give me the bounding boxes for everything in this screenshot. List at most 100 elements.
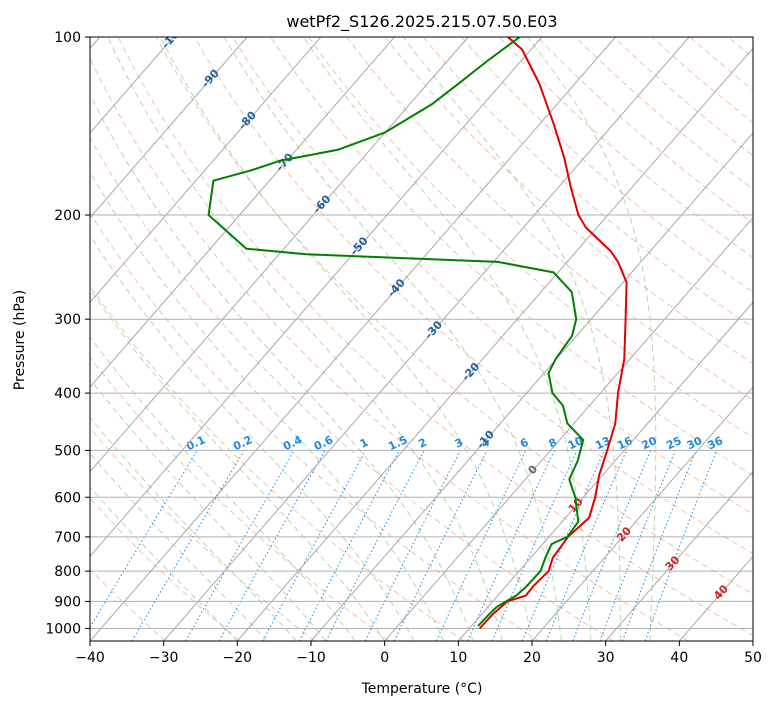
mixing-ratio-label: 1 — [358, 436, 370, 451]
y-tick-label: 200 — [54, 208, 81, 224]
mixing-ratio-label: 3 — [453, 436, 465, 451]
mixing-ratio-label: 30 — [685, 434, 705, 452]
dry-adiabat — [90, 427, 315, 641]
dewpoint-trace — [207, 37, 585, 627]
isotherm-line — [163, 37, 690, 641]
mixing-ratio-line — [90, 450, 198, 629]
isotherm-line — [310, 132, 753, 641]
y-tick-label: 400 — [54, 386, 81, 402]
dry-adiabat — [90, 497, 241, 641]
y-tick-label: 600 — [54, 490, 81, 506]
y-tick-label: 1000 — [45, 621, 81, 637]
isotherm-line — [384, 216, 753, 641]
x-tick-label: 0 — [380, 650, 389, 666]
y-axis-label: Pressure (hPa) — [12, 290, 28, 390]
mixing-ratio-line — [262, 450, 367, 641]
mixing-ratio-label: 25 — [664, 434, 683, 452]
moist-adiabat — [90, 378, 327, 641]
axes: −40 −30 −20 −10 0 10 20 30 40 50 100 200 300 400 500 60… — [45, 30, 762, 666]
dry-adiabat — [193, 37, 753, 555]
moist-adiabat — [90, 486, 238, 641]
isotherm-line — [90, 37, 248, 219]
x-axis-label: Temperature (°C) — [361, 681, 483, 697]
isotherm-line — [90, 37, 395, 388]
moist-adiabat — [90, 288, 386, 641]
plot-area: 0.1 0.2 0.4 0.6 1 1.5 2 3 4 6 8 10 13 16 20 25 30 36-100-… — [90, 37, 753, 641]
moist-adiabat — [90, 93, 474, 641]
dry-adiabat — [575, 37, 753, 190]
x-tick-label: −10 — [296, 650, 326, 666]
moist-adiabat — [402, 37, 621, 641]
y-tick-label: 100 — [54, 30, 81, 46]
dry-adiabat — [90, 356, 390, 641]
mixing-ratio-line — [467, 450, 555, 641]
moist-adiabat — [90, 335, 356, 641]
y-tick-label: 700 — [54, 530, 81, 546]
mixing-ratio-line — [185, 450, 295, 641]
isotherm-line — [678, 555, 753, 641]
dry-adiabat — [90, 212, 540, 641]
y-tick-label: 900 — [54, 594, 81, 610]
mixing-ratio-line — [599, 450, 676, 641]
dry-adiabat — [90, 57, 689, 641]
x-tick-label: −30 — [149, 650, 179, 666]
x-tick-label: −40 — [75, 650, 105, 666]
x-tick-label: 40 — [670, 650, 688, 666]
moist-adiabat — [107, 37, 503, 641]
isotherm-line — [752, 640, 753, 641]
moist-adiabat — [90, 170, 445, 641]
y-tick-label: 500 — [54, 443, 81, 459]
mixing-ratio-line — [644, 450, 718, 641]
isotherm-line — [457, 301, 753, 641]
dry-adiabat — [384, 37, 753, 365]
dry-adiabat — [117, 37, 753, 637]
dry-adiabat — [727, 37, 753, 59]
mixing-ratio-line — [521, 450, 605, 641]
moist-adiabat — [90, 416, 297, 641]
dry-adiabat — [460, 37, 753, 293]
x-tick-label: 30 — [597, 650, 615, 666]
mixing-ratio-label: 16 — [615, 434, 635, 452]
dry-adiabat — [651, 37, 753, 124]
dry-adiabat — [308, 37, 753, 438]
dry-adiabat — [499, 37, 753, 258]
mixing-ratio-line — [393, 450, 488, 641]
mixing-ratio-line — [491, 450, 578, 641]
moist-adiabat — [159, 37, 533, 641]
moist-adiabat — [223, 37, 562, 641]
x-tick-label: −20 — [223, 650, 253, 666]
mixing-ratio-label: 2 — [416, 436, 428, 451]
isotherm-line — [90, 37, 616, 641]
isotherm-line — [236, 47, 753, 641]
dry-adiabat — [232, 37, 753, 515]
isotherm-line — [90, 37, 543, 558]
moist-adiabat — [303, 37, 592, 641]
y-tick-label: 800 — [54, 564, 81, 580]
moist-adiabat — [90, 452, 268, 641]
x-tick-label: 10 — [449, 650, 467, 666]
x-tick-label: 50 — [744, 650, 762, 666]
dry-adiabat — [689, 37, 753, 91]
chart-title: wetPf2_S126.2025.215.07.50.E03 — [286, 12, 557, 32]
dry-adiabat — [90, 568, 166, 641]
isotherm-line — [90, 37, 322, 304]
x-tick-label: 20 — [523, 650, 541, 666]
mixing-ratio-line — [572, 450, 652, 641]
dry-adiabat — [422, 37, 753, 329]
mixing-ratio-line — [364, 450, 461, 641]
dry-adiabat — [270, 37, 753, 476]
isotherm-line — [531, 386, 753, 641]
mixing-ratio-line — [218, 450, 326, 641]
plot-frame — [89, 36, 754, 642]
mixing-ratio-line — [621, 450, 697, 641]
isotherm-line — [90, 37, 469, 473]
temperature-trace — [478, 37, 628, 630]
dry-adiabat — [90, 136, 614, 641]
moist-adiabat — [527, 37, 657, 641]
mixing-ratio-line — [545, 450, 627, 641]
dry-adiabat — [346, 37, 753, 401]
dry-adiabat — [90, 284, 465, 641]
isotherm-line — [605, 470, 753, 641]
